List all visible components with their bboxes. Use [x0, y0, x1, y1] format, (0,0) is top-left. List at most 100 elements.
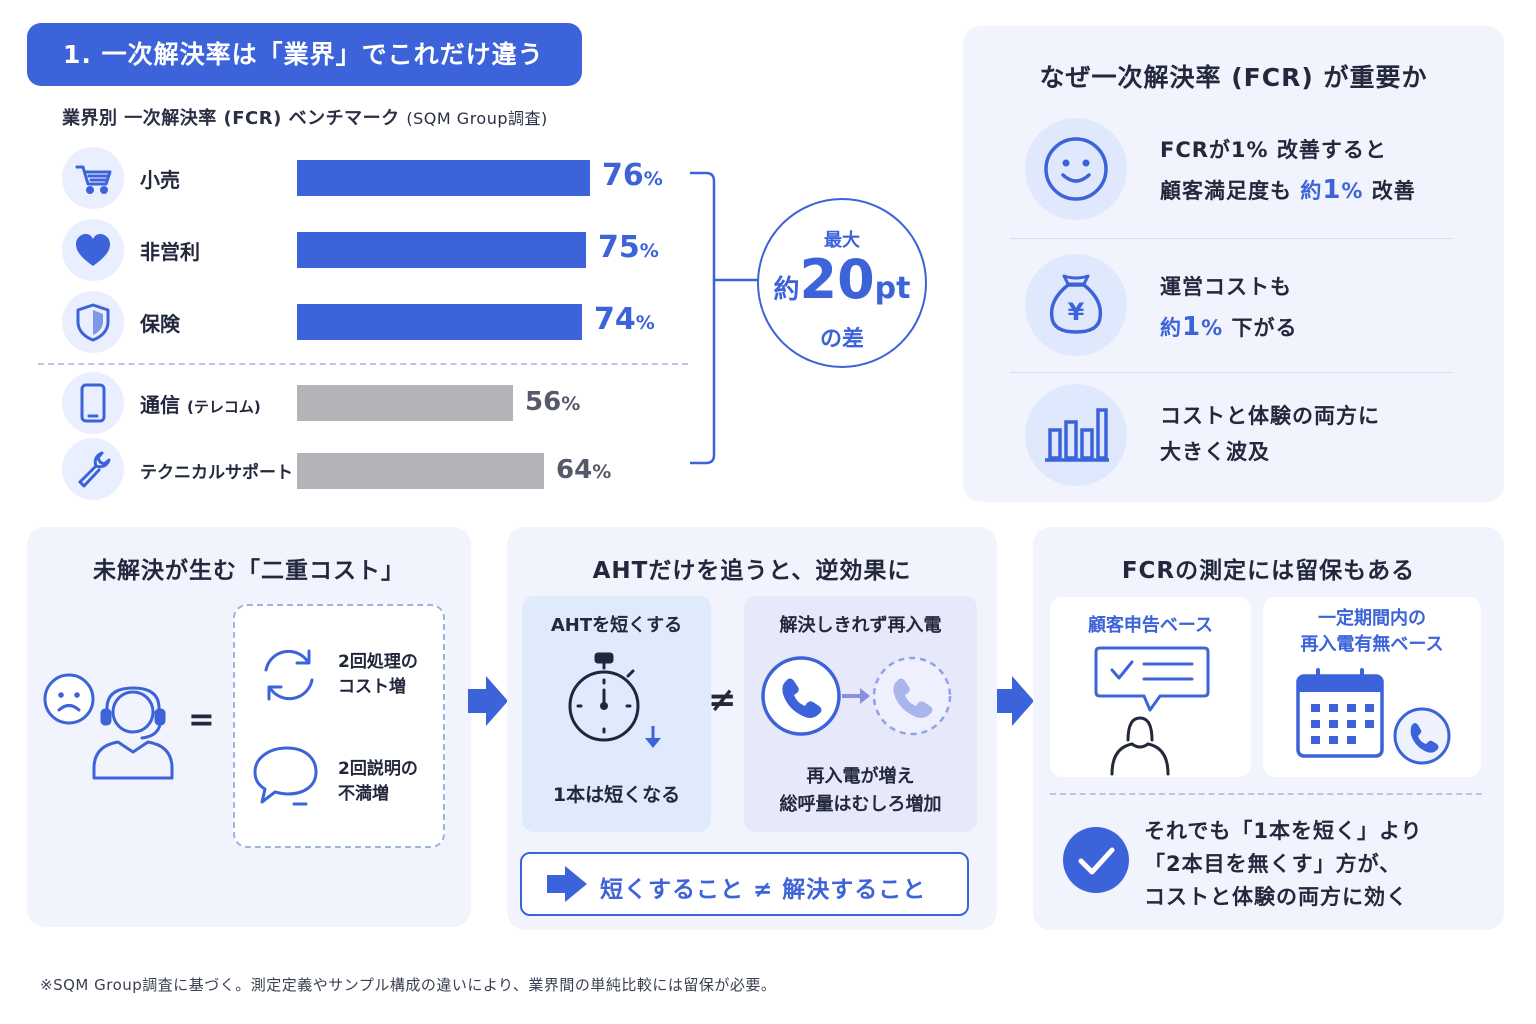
bar-chart-icon	[1025, 384, 1127, 486]
operator-icon	[92, 686, 174, 780]
callout-prefix: 約	[773, 275, 800, 305]
reason-text-part: 改善	[1363, 179, 1416, 203]
bar-value-label: 56%	[525, 387, 580, 417]
conclusion-divider	[1050, 793, 1482, 795]
wrench-icon	[62, 438, 124, 500]
bar-value-label: 76%	[602, 158, 663, 193]
callout-top: 最大	[824, 230, 860, 251]
chart-source: (SQM Group調査)	[406, 109, 548, 128]
recall-phone-icon	[761, 656, 952, 736]
reason-satisfaction: FCRが1% 改善すると 顧客満足度も 約1% 改善	[1160, 130, 1416, 211]
why-fcr-title: なぜ一次解決率 (FCR) が重要か	[1039, 63, 1428, 92]
aht-banner-text: 短くすること ≠ 解決すること	[600, 877, 927, 903]
recall-caption-line: 総呼量はむしろ増加	[779, 794, 942, 815]
flow-arrow-icon	[994, 676, 1034, 726]
bar-value-number: 56	[525, 387, 562, 417]
reason-line: 約1% 下がる	[1160, 307, 1297, 348]
sad-face-icon	[43, 673, 95, 725]
recall-title: 解決しきれず再入電	[779, 615, 942, 636]
method-self-report-label: 顧客申告ベース	[1087, 615, 1214, 636]
reason-cost: 運営コストも 約1% 下がる	[1160, 267, 1297, 348]
chart-subtitle: 業界別 一次解決率 (FCR) ベンチマーク (SQM Group調査)	[62, 104, 548, 130]
bar	[297, 453, 544, 489]
method-box-self-report	[1050, 597, 1251, 777]
callout-value: 約20pt	[759, 252, 925, 321]
not-equal-sign: ≠	[708, 680, 737, 720]
bar	[297, 385, 513, 421]
cart-icon	[62, 147, 124, 209]
bar-value-unit: %	[639, 240, 659, 262]
highlight-number: 1	[1322, 175, 1342, 205]
conclusion-line: それでも「1本を短く」より	[1144, 819, 1423, 843]
fcr-measure-title: FCRの測定には留保もある	[1121, 558, 1416, 584]
category-note: (テレコム)	[186, 398, 261, 416]
highlight-number: 1	[1182, 312, 1202, 342]
stopwatch-icon	[568, 652, 661, 748]
cost-item-line: コスト増	[338, 677, 406, 697]
range-bracket	[690, 171, 758, 465]
method-recall-label: 一定期間内の 再入電有無ベース	[1263, 606, 1481, 658]
category-label-group: 通信 (テレコム)	[140, 389, 261, 418]
phone-icon	[62, 372, 124, 434]
money-bag-icon: ¥	[1025, 254, 1127, 356]
recall-caption-line: 再入電が増え	[806, 766, 915, 787]
conclusion-line: コストと体験の両方に効く	[1144, 885, 1408, 909]
speech-bubble-icon	[253, 746, 318, 806]
reason-line: 顧客満足度も 約1% 改善	[1160, 170, 1416, 211]
cost-item-line: 2回説明の	[338, 759, 418, 779]
bar	[297, 160, 590, 196]
cost-item-line: 不満増	[338, 784, 389, 804]
chart-title: 業界別 一次解決率 (FCR) ベンチマーク	[62, 108, 400, 129]
bar-value-label: 75%	[598, 230, 659, 265]
bar-value-unit: %	[592, 461, 612, 483]
bar-value-number: 64	[556, 455, 593, 485]
double-cost-box	[233, 604, 445, 848]
aht-short-box	[522, 596, 711, 832]
method-recall-line: 一定期間内の	[1318, 608, 1426, 629]
svg-text:¥: ¥	[1068, 298, 1085, 326]
section-badge: 1. 一次解決率は「業界」でこれだけ違う	[27, 23, 582, 86]
aht-title: AHTだけを追うと、逆効果に	[592, 558, 912, 584]
smiley-icon	[1025, 118, 1127, 220]
conclusion-line: 「2本目を無くす」方が、	[1144, 852, 1402, 876]
flow-arrow-icon	[468, 676, 508, 726]
cost-item-process: 2回処理の コスト増	[338, 650, 418, 700]
callout-unit: pt	[874, 271, 911, 306]
bar-value-unit: %	[635, 312, 655, 334]
reason-highlight: 約1%	[1300, 175, 1364, 205]
survey-person-icon	[1094, 646, 1210, 776]
bar-value-unit: %	[643, 168, 663, 190]
highlight-prefix: 約	[1160, 316, 1182, 340]
category-label: 非営利	[140, 240, 200, 264]
heart-icon	[62, 219, 124, 281]
highlight-unit: %	[1341, 179, 1364, 203]
highlight-unit: %	[1201, 316, 1224, 340]
reason-line: 運営コストも	[1160, 275, 1292, 299]
divider	[1010, 372, 1453, 373]
footnote: ※SQM Group調査に基づく。測定定義やサンプル構成の違いにより、業界間の単…	[40, 976, 777, 994]
bar	[297, 304, 582, 340]
conclusion-text: それでも「1本を短く」より 「2本目を無くす」方が、 コストと体験の両方に効く	[1144, 815, 1423, 914]
reason-impact: コストと体験の両方に 大きく波及	[1160, 398, 1380, 470]
cost-item-line: 2回処理の	[338, 652, 418, 672]
check-circle-icon	[1063, 827, 1129, 893]
reason-text-part: 下がる	[1223, 316, 1298, 340]
aht-banner	[520, 852, 969, 916]
recall-caption: 再入電が増え 総呼量はむしろ増加	[744, 763, 977, 819]
reason-line: FCRが1% 改善すると	[1160, 138, 1387, 162]
bar	[297, 232, 586, 268]
bar-value-number: 75	[598, 230, 640, 265]
category-label: テクニカルサポート	[140, 463, 293, 483]
shield-icon	[62, 291, 124, 353]
reason-highlight: 約1%	[1160, 312, 1224, 342]
equals-sign: =	[188, 700, 215, 738]
category-label: 小売	[140, 168, 180, 192]
bar-value-number: 76	[602, 158, 644, 193]
callout-number: 20	[799, 248, 875, 311]
aht-short-title: AHTを短くする	[550, 615, 683, 636]
max-difference-callout: 最大 約20pt の差	[757, 198, 927, 368]
bar-value-unit: %	[561, 393, 581, 415]
chart-divider	[38, 363, 688, 365]
category-label: 通信	[140, 393, 180, 417]
bar-value-number: 74	[594, 302, 636, 337]
